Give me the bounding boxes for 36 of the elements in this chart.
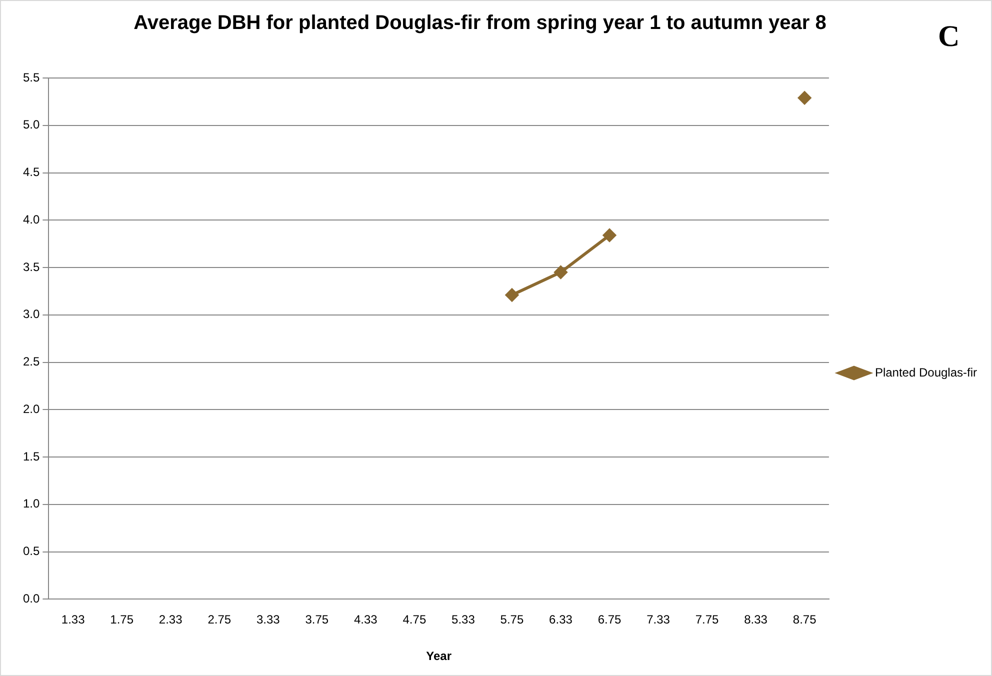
x-tick-label: 2.75 (208, 612, 232, 627)
x-tick-label: 6.33 (549, 612, 573, 627)
y-tick-label: 2.0 (22, 402, 40, 416)
y-tick-label: 3.5 (22, 260, 40, 274)
y-tick-label: 5.0 (22, 118, 40, 132)
y-tick-label: 1.5 (22, 449, 40, 464)
x-tick-label: 3.75 (305, 612, 329, 627)
y-tick-label: 4.5 (22, 165, 40, 180)
point (798, 91, 812, 104)
x-tick-label: 7.75 (695, 612, 720, 627)
y-tick-label: 0.0 (22, 592, 40, 606)
point (554, 266, 568, 279)
point (602, 228, 616, 242)
y-tick-label: 3.0 (22, 307, 40, 322)
x-tick-label: 1.33 (61, 612, 86, 627)
point (505, 288, 518, 302)
y-tick-label: 0.5 (22, 544, 40, 558)
y-tick-label: 2.5 (22, 354, 40, 369)
x-tick-label: 2.33 (158, 612, 183, 627)
y-tick-label: 1.0 (22, 496, 40, 511)
y-tick-label: 4.0 (22, 212, 40, 226)
x-tick-label: 5.75 (500, 612, 524, 627)
legend-label: Planted Douglas-fir (874, 365, 978, 380)
x-tick-label: 8.33 (744, 612, 768, 627)
x-tick-label: 1.75 (110, 612, 134, 627)
x-tick-label: 7.33 (646, 612, 670, 627)
y-tick-label: 5.5 (22, 70, 40, 84)
x-axis-title: Year (426, 649, 452, 664)
x-tick-label: 6.75 (598, 612, 622, 627)
x-tick-label: 4.33 (354, 612, 378, 627)
x-tick-label: 3.33 (256, 612, 280, 627)
text: C (938, 20, 960, 54)
x-tick-label: 5.33 (452, 612, 476, 627)
x-tick-label: 8.75 (792, 612, 817, 627)
chart-title: Average DBH for planted Douglas-fir from spring year 1 to autumn year 8 (132, 11, 828, 36)
x-tick-label: 4.75 (402, 612, 426, 627)
